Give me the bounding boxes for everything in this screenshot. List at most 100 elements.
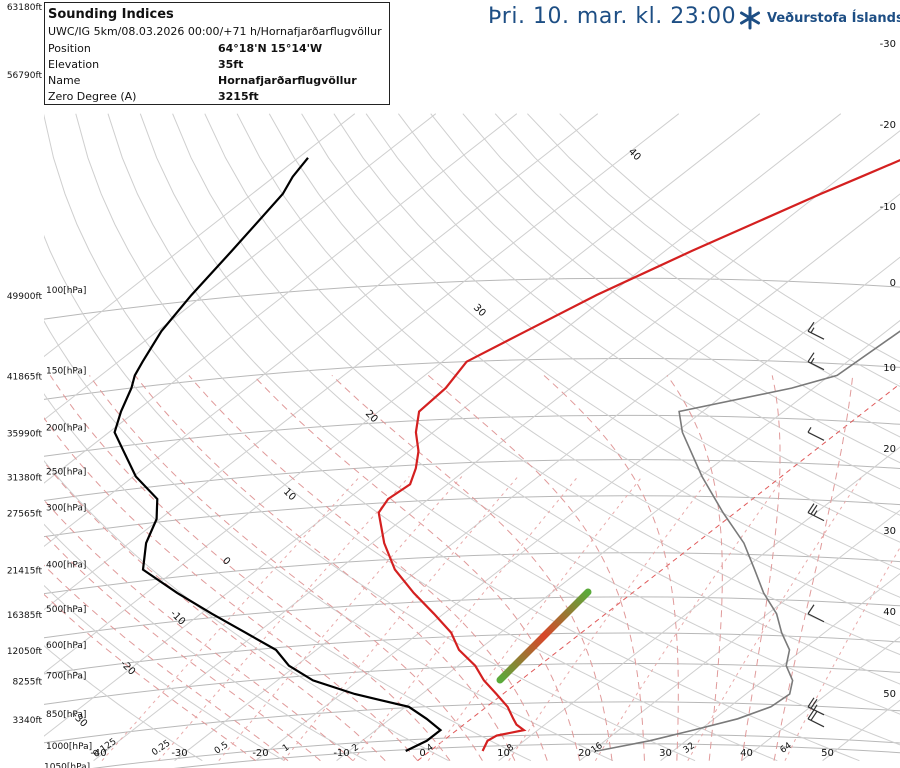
moist-adiabat-line	[44, 533, 321, 762]
dry-adiabat-line	[44, 320, 614, 762]
pressure-label: 1000[hPa]	[46, 742, 92, 752]
isotherm-line	[255, 256, 900, 762]
altitude-label: 35990ft	[7, 429, 43, 439]
isotherm-line	[44, 113, 761, 674]
right-axis-label: 0	[890, 278, 896, 289]
isotherm-label: 10	[281, 486, 298, 503]
isotherm-grid	[44, 113, 900, 762]
info-row-zero-degree: Zero Degree (A) 3215ft	[48, 89, 386, 105]
info-value: Hornafjarðarflugvöllur	[218, 74, 357, 87]
mixing-ratio-line	[427, 476, 643, 761]
right-axis-label: 30	[883, 526, 896, 537]
mixing-ratio-grid	[101, 476, 900, 762]
isotherm-line	[44, 113, 518, 484]
altitude-label: 8255ft	[13, 677, 43, 687]
mixing-ratio-label: 4	[425, 742, 436, 754]
altitude-label: 3340ft	[13, 716, 43, 726]
dry-adiabat-line	[44, 584, 285, 762]
wind-barbs	[807, 321, 825, 728]
isotherm-line	[174, 193, 900, 762]
altitude-label: 49900ft	[7, 292, 43, 302]
mixing-ratio-line	[784, 546, 900, 761]
isotherm-line	[417, 383, 900, 762]
isotherm-label: -10	[168, 608, 187, 627]
snowflake-logo-icon	[740, 6, 760, 30]
mixing-ratio-line	[352, 476, 579, 761]
temperature-line	[377, 159, 900, 752]
sounding-indices-panel: Sounding Indices UWC/IG 5km/08.03.2026 0…	[44, 2, 390, 105]
right-axis-label: -20	[880, 120, 896, 131]
temperature-tick-label: -20	[252, 748, 268, 759]
mixing-ratio-line	[594, 476, 785, 761]
wind-barb	[807, 427, 825, 441]
isotherm-line	[44, 113, 680, 611]
mixing-ratio-label: 0.25	[150, 739, 172, 759]
moist-adiabat-line	[134, 375, 516, 761]
moist-adiabat-line	[188, 375, 548, 761]
right-axis-label: 50	[883, 689, 896, 700]
dry-adiabat-line	[44, 645, 203, 762]
isobar-line	[44, 414, 900, 457]
mixing-ratio-line	[158, 476, 410, 762]
moist-adiabat-line	[44, 593, 256, 762]
wind-barb	[807, 697, 825, 716]
info-label: Name	[48, 74, 81, 87]
dry-adiabat-line	[333, 113, 900, 543]
dry-adiabat-line	[301, 113, 900, 571]
isobar-line	[44, 277, 900, 320]
altitude-label: 21415ft	[7, 567, 43, 577]
moist-adiabat-line	[331, 375, 613, 761]
logo-text: Veðurstofa Íslands	[767, 10, 900, 26]
panel-subtitle: UWC/IG 5km/08.03.2026 00:00/+71 h/Hornaf…	[48, 25, 382, 38]
isotherm-line	[44, 113, 356, 358]
sounding-traces	[113, 157, 900, 752]
isobar-line	[44, 663, 900, 705]
dry-adiabat-line	[365, 113, 900, 516]
panel-title: Sounding Indices	[48, 7, 174, 22]
altitude-label: 16385ft	[7, 611, 43, 621]
isobar-line	[44, 358, 900, 400]
moist-adiabat-grid	[44, 375, 854, 762]
mixing-ratio-label: 32	[682, 741, 697, 756]
pressure-label: 250[hPa]	[46, 468, 86, 478]
pressure-label: 150[hPa]	[46, 366, 86, 376]
altitude-label: 41865ft	[7, 372, 43, 382]
axis-labels: 100[hPa]49900ft150[hPa]41865ft200[hPa]35…	[7, 3, 896, 768]
dry-adiabat-line	[430, 113, 900, 464]
info-row-elevation: Elevation 35ft	[48, 57, 386, 73]
moist-adiabat-line	[49, 375, 451, 761]
temperature-tick-label: -10	[333, 748, 349, 759]
pressure-label: 1050[hPa]	[44, 763, 90, 768]
pressure-label: 850[hPa]	[46, 710, 86, 720]
moist-adiabat-line	[44, 564, 289, 762]
dry-adiabat-line	[139, 113, 900, 715]
pressure-label: 300[hPa]	[46, 504, 86, 514]
temperature-tick-label: 20	[578, 748, 591, 759]
isobar-line	[44, 495, 900, 538]
isobar-line	[173, 743, 900, 768]
dry-adiabat-line	[204, 113, 900, 656]
isotherm-line	[498, 446, 900, 762]
dry-adiabat-line	[44, 460, 449, 762]
dry-adiabat-line	[75, 113, 860, 762]
isotherm-line	[336, 319, 900, 762]
dry-adiabat-line	[172, 113, 900, 685]
wind-barb	[807, 709, 825, 728]
moist-adiabat-line	[89, 375, 483, 761]
mixing-ratio-line	[283, 476, 519, 762]
right-axis-label: -10	[880, 202, 896, 213]
info-value: 35ft	[218, 58, 244, 71]
parcel-path-line	[596, 330, 900, 752]
wind-barb	[807, 604, 825, 623]
dry-adiabat-line	[107, 113, 900, 746]
temperature-tick-label: 10	[497, 748, 510, 759]
mixing-ratio-label: 1	[281, 743, 291, 754]
isotherm-line	[660, 573, 900, 762]
isobar-line	[44, 701, 900, 744]
isotherm-label: 0	[220, 555, 232, 567]
forecast-time-title: Þri. 10. mar. kl. 23:00	[488, 4, 737, 29]
mixing-ratio-line	[101, 476, 361, 762]
moist-adiabat-line	[44, 499, 354, 762]
altitude-label: 27565ft	[7, 510, 43, 520]
